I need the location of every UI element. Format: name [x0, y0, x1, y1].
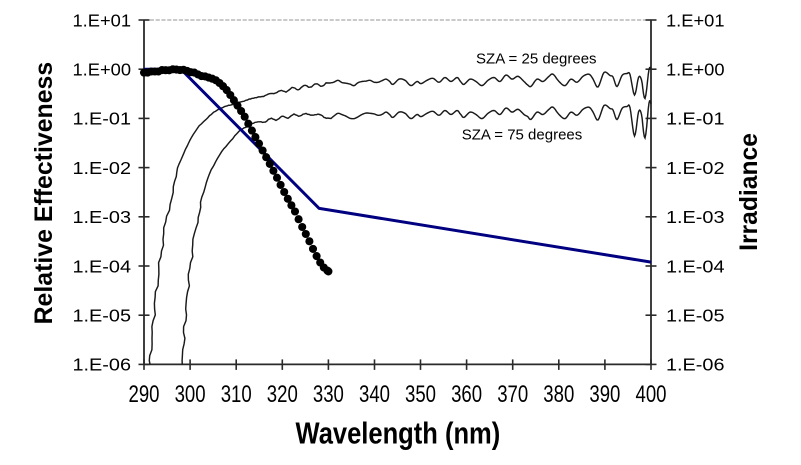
svg-text:310: 310	[221, 382, 252, 408]
svg-text:320: 320	[267, 382, 298, 408]
svg-text:1.E-02: 1.E-02	[73, 158, 132, 178]
svg-text:350: 350	[405, 382, 436, 408]
svg-text:Wavelength (nm): Wavelength (nm)	[296, 416, 501, 451]
svg-text:1.E-03: 1.E-03	[73, 207, 132, 227]
svg-text:1.E-02: 1.E-02	[666, 158, 725, 178]
svg-text:Relative Effectiveness: Relative Effectiveness	[31, 62, 58, 325]
svg-text:1.E-05: 1.E-05	[666, 306, 725, 326]
svg-text:380: 380	[543, 382, 574, 408]
svg-text:390: 390	[589, 382, 620, 408]
svg-text:1.E-03: 1.E-03	[666, 207, 725, 227]
svg-text:1.E+00: 1.E+00	[666, 60, 725, 80]
svg-text:Irradiance: Irradiance	[736, 133, 763, 251]
svg-text:1.E-01: 1.E-01	[666, 109, 725, 129]
svg-text:340: 340	[359, 382, 390, 408]
svg-text:1.E-06: 1.E-06	[73, 355, 132, 375]
svg-text:1.E-01: 1.E-01	[73, 109, 132, 129]
svg-text:360: 360	[451, 382, 482, 408]
svg-text:SZA = 25 degrees: SZA = 25 degrees	[476, 51, 597, 68]
svg-text:1.E+00: 1.E+00	[73, 60, 132, 80]
svg-text:290: 290	[129, 382, 160, 408]
svg-text:400: 400	[636, 382, 667, 408]
svg-text:1.E-05: 1.E-05	[73, 306, 132, 326]
svg-text:1.E-04: 1.E-04	[666, 256, 725, 276]
svg-text:1.E-04: 1.E-04	[73, 256, 132, 276]
svg-text:330: 330	[313, 382, 344, 408]
svg-text:300: 300	[175, 382, 206, 408]
svg-text:1.E-06: 1.E-06	[666, 355, 725, 375]
svg-text:1.E+01: 1.E+01	[73, 10, 132, 30]
svg-text:370: 370	[497, 382, 528, 408]
svg-text:SZA = 75 degrees: SZA = 75 degrees	[462, 127, 583, 144]
svg-text:1.E+01: 1.E+01	[666, 10, 725, 30]
